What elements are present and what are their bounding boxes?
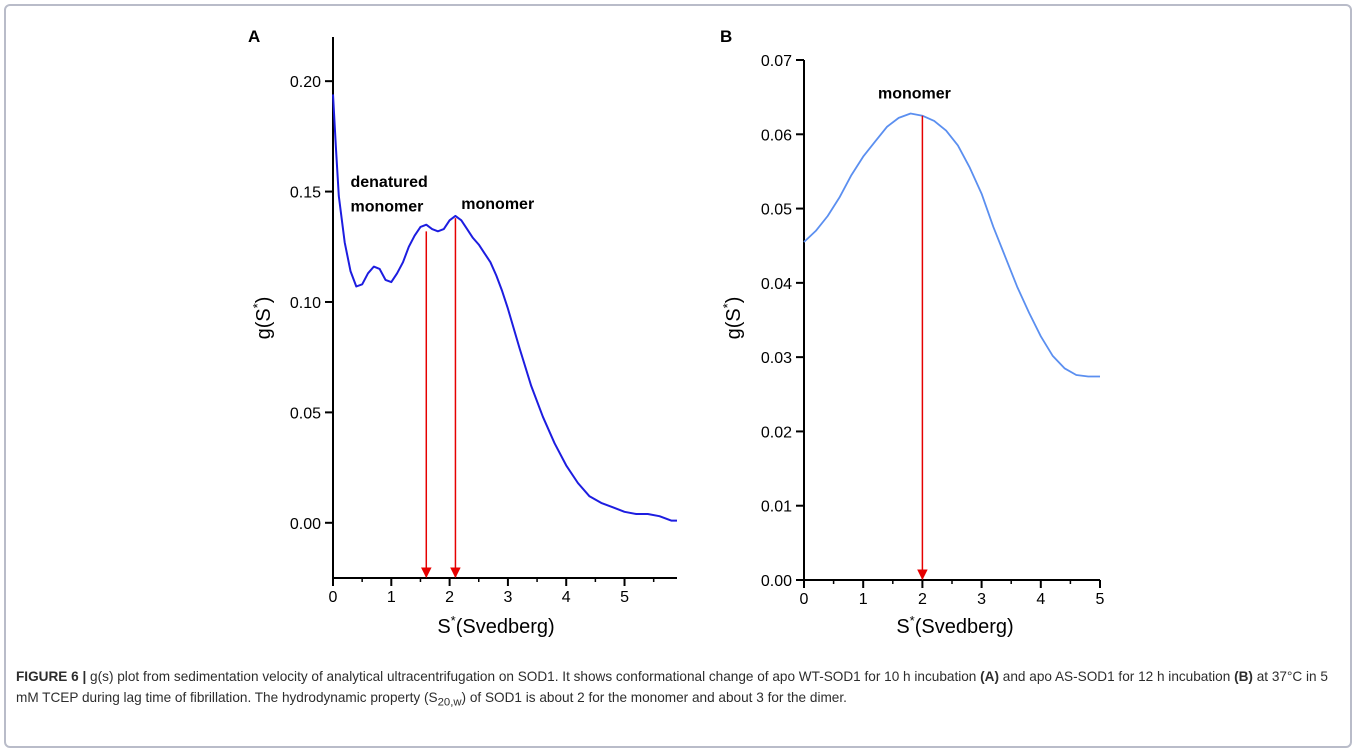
panel-b-y-axis-label: g(S*) — [720, 297, 745, 340]
panel-a-marks: denatured monomer monomer — [332, 94, 677, 579]
panel-a-axes: 0.00 0.05 0.10 0.15 0.20 0 1 2 3 4 5 — [290, 37, 677, 606]
panel-a-y-tick-label: 0.00 — [290, 516, 321, 533]
panel-b-x-tick-label: 4 — [1036, 591, 1045, 608]
panel-b-x-axis-label: S*(Svedberg) — [896, 613, 1013, 638]
panel-b-y-tick-label: 0.07 — [761, 53, 792, 70]
panel-a-y-tick-label: 0.10 — [290, 295, 321, 312]
caption-figure-label: FIGURE 6 | — [16, 669, 87, 684]
panel-a-x-tick-label: 1 — [387, 589, 396, 606]
panel-b-x-tick-label: 1 — [859, 591, 868, 608]
figure-frame — [4, 4, 1352, 748]
panel-b-axes: 0.00 0.01 0.02 0.03 0.04 0.05 0.06 0.07 0 1 2 3 4 5 — [761, 53, 1105, 608]
panel-a-label: A — [248, 27, 260, 46]
panel-a-x-tick-label: 2 — [445, 589, 454, 606]
panel-b-x-tick-label: 2 — [918, 591, 927, 608]
panel-b-y-tick-label: 0.06 — [761, 127, 792, 144]
panel-b-chart: B 0.00 0.01 0.02 0.03 0.04 0.05 0.06 0.07 0 1 2 3 4 5… — [720, 27, 1105, 638]
panel-b-x-tick-label: 3 — [977, 591, 986, 608]
panel-b-marks: monomer — [803, 86, 1100, 581]
caption-label-b: (B) — [1234, 669, 1253, 684]
caption-text-3: at 37°C in 5 mM TCEP during lag time of … — [16, 669, 1328, 705]
panel-b-x-tick-label: 0 — [800, 591, 809, 608]
panel-b-y-tick-label: 0.02 — [761, 424, 792, 441]
panel-b-y-tick-label: 0.03 — [761, 350, 792, 367]
panel-a-x-tick-label: 3 — [503, 589, 512, 606]
panel-b-y-tick-label: 0.00 — [761, 573, 792, 590]
caption-label-a: (A) — [980, 669, 1000, 684]
panel-a-chart: A 0.00 0.05 0.10 0.15 0.20 0 1 2 3 4 5 denatured mo… — [248, 27, 677, 638]
panel-b-label: B — [720, 27, 732, 46]
panel-b-y-tick-label: 0.05 — [761, 202, 792, 219]
panel-a-y-tick-label: 0.15 — [290, 185, 321, 202]
panel-a-series-line — [332, 94, 677, 522]
figure-canvas: A 0.00 0.05 0.10 0.15 0.20 0 1 2 3 4 5 denatured mo… — [248, 27, 1105, 638]
panel-a-annotation: monomer — [461, 196, 534, 213]
figure-caption: FIGURE 6 | g(s) plot from sedimentation … — [16, 666, 1338, 714]
panel-a-x-tick-label: 4 — [562, 589, 571, 606]
panel-b-annotation: monomer — [878, 86, 951, 103]
caption-text-1: g(s) plot from sedimentation velocity of… — [86, 669, 981, 684]
panel-a-annotation: denatured — [350, 174, 427, 191]
caption-text-4: ) of SOD1 is about 2 for the monomer and… — [461, 690, 847, 705]
panel-a-x-tick-label: 0 — [329, 589, 338, 606]
panel-b-y-tick-label: 0.01 — [761, 499, 792, 516]
caption-subscript: 20,w — [437, 696, 462, 709]
panel-b-y-tick-label: 0.04 — [761, 276, 792, 293]
panel-a-x-tick-label: 5 — [620, 589, 629, 606]
panel-b-x-tick-label: 5 — [1096, 591, 1105, 608]
panel-a-y-tick-label: 0.05 — [290, 405, 321, 422]
panel-a-annotation: monomer — [350, 198, 423, 215]
panel-a-x-axis-label: S*(Svedberg) — [437, 613, 554, 638]
panel-a-y-tick-label: 0.20 — [290, 74, 321, 91]
panel-b-series-line — [803, 112, 1100, 378]
panel-a-y-axis-label: g(S*) — [250, 297, 275, 340]
caption-text-2: and apo AS-SOD1 for 12 h incubation — [999, 669, 1235, 684]
